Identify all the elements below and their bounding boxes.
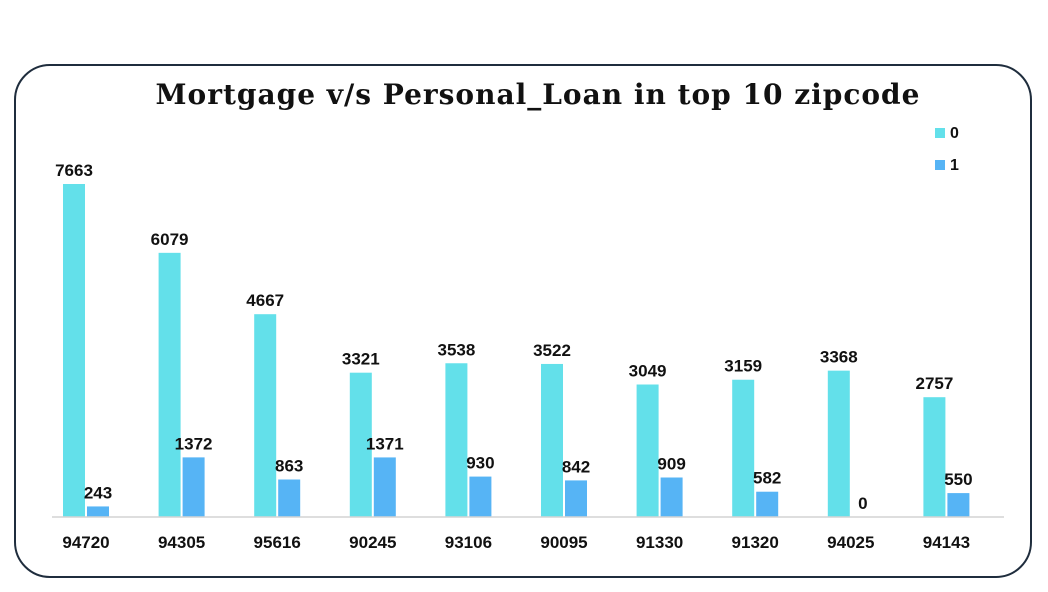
value-label-94305-series-0: 6079: [151, 230, 189, 249]
value-label-93106-series-1: 930: [466, 454, 494, 473]
value-label-91330-series-1: 909: [657, 454, 685, 473]
legend: 01: [935, 125, 959, 174]
legend-swatch-series-0: [935, 128, 945, 138]
bar-94025-series-0: [827, 370, 850, 517]
bars-group: [63, 184, 970, 517]
bar-93106-series-0: [445, 363, 468, 517]
value-label-91320-series-0: 3159: [724, 357, 762, 376]
bar-91320-series-0: [732, 379, 755, 517]
bar-94720-series-1: [87, 506, 109, 517]
chart-title: Mortgage v/s Personal_Loan in top 10 zip…: [156, 78, 921, 111]
bar-91330-series-1: [660, 477, 683, 517]
value-label-94025-series-1: 0: [858, 494, 867, 513]
value-label-94025-series-0: 3368: [820, 348, 858, 367]
legend-swatch-series-1: [935, 160, 945, 170]
value-label-91330-series-0: 3049: [629, 362, 667, 381]
legend-label-series-1: 1: [950, 157, 959, 174]
x-tick-label-91330: 91330: [636, 533, 683, 552]
x-tick-label-93106: 93106: [445, 533, 492, 552]
bar-93106-series-1: [469, 476, 492, 517]
x-tick-labels-group: 94720 94305 95616 90245 93106 90095 91330 91320…: [62, 533, 970, 552]
bar-95616-series-0: [254, 314, 277, 517]
value-label-94720-series-1: 243: [84, 483, 112, 502]
x-tick-label-95616: 95616: [254, 533, 301, 552]
bar-91320-series-1: [756, 491, 779, 517]
x-tick-label-94025: 94025: [827, 533, 874, 552]
bar-94305-series-0: [158, 252, 181, 517]
value-label-90245-series-0: 3321: [342, 350, 380, 369]
x-tick-label-94720: 94720: [62, 533, 109, 552]
legend-label-series-0: 0: [950, 125, 959, 142]
x-tick-label-94143: 94143: [923, 533, 970, 552]
value-label-90245-series-1: 1371: [366, 434, 404, 453]
bar-91330-series-0: [636, 384, 659, 517]
value-label-94143-series-0: 2757: [915, 374, 953, 393]
value-label-90095-series-1: 842: [562, 457, 590, 476]
bar-90245-series-0: [349, 372, 372, 517]
bar-90245-series-1: [373, 457, 396, 517]
value-label-95616-series-1: 863: [275, 456, 303, 475]
bar-94143-series-1: [947, 493, 970, 517]
x-tick-label-94305: 94305: [158, 533, 205, 552]
value-label-94720-series-0: 7663: [55, 161, 93, 180]
x-tick-label-91320: 91320: [732, 533, 779, 552]
bar-90095-series-0: [541, 363, 563, 517]
x-tick-label-90095: 90095: [540, 533, 587, 552]
bar-94305-series-1: [182, 457, 205, 517]
value-label-91320-series-1: 582: [753, 469, 781, 488]
x-tick-label-90245: 90245: [349, 533, 396, 552]
value-label-94143-series-1: 550: [944, 470, 972, 489]
value-label-95616-series-0: 4667: [246, 291, 284, 310]
bar-94143-series-0: [923, 397, 946, 517]
value-labels-group: 7663 243 6079 1372 4667 863 3321 1371 3538 930 352…: [55, 161, 973, 513]
value-label-94305-series-1: 1372: [175, 434, 213, 453]
value-label-93106-series-0: 3538: [437, 340, 475, 359]
bar-94720-series-0: [63, 184, 85, 517]
bar-90095-series-1: [565, 480, 587, 517]
value-label-90095-series-0: 3522: [533, 341, 571, 360]
bar-95616-series-1: [278, 479, 301, 517]
